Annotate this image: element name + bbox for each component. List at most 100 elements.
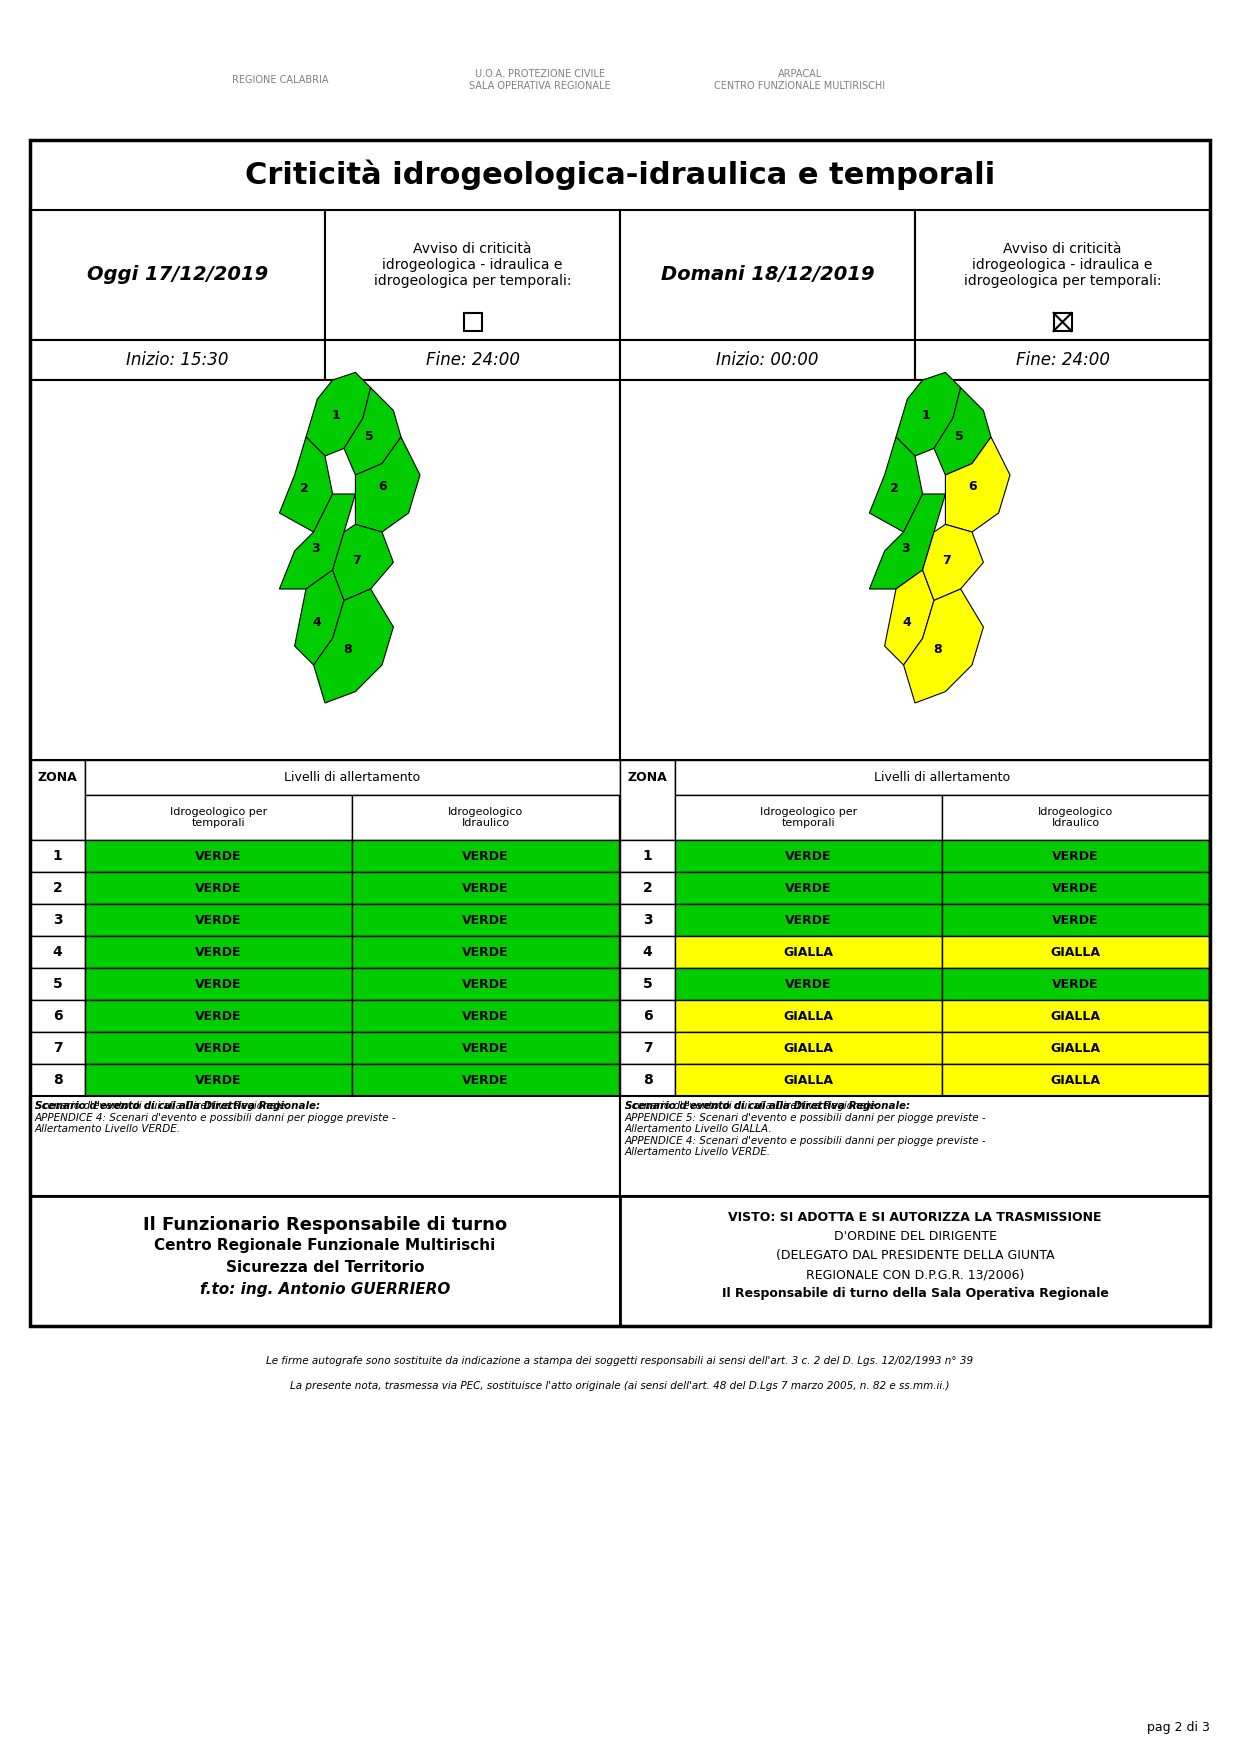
Bar: [30, 1000, 86, 1031]
Text: 8: 8: [52, 1073, 62, 1087]
Text: GIALLA: GIALLA: [784, 1073, 833, 1086]
Bar: [915, 210, 1210, 340]
Text: GIALLA: GIALLA: [1050, 1010, 1101, 1023]
Bar: [352, 968, 619, 1000]
Text: 4: 4: [52, 945, 62, 959]
Bar: [620, 759, 675, 840]
Bar: [1054, 312, 1071, 332]
Bar: [352, 872, 619, 903]
Bar: [86, 903, 352, 937]
Bar: [325, 210, 620, 340]
Text: Oggi 17/12/2019: Oggi 17/12/2019: [87, 265, 268, 284]
Text: 5: 5: [365, 430, 373, 442]
Bar: [942, 1000, 1209, 1031]
Text: VERDE: VERDE: [785, 882, 832, 895]
Polygon shape: [884, 570, 934, 665]
Text: 5: 5: [642, 977, 652, 991]
Text: 6: 6: [968, 481, 977, 493]
Text: Le firme autografe sono sostituite da indicazione a stampa dei soggetti responsa: Le firme autografe sono sostituite da in…: [267, 1356, 973, 1366]
Text: Scenario d'evento di cui alla Direttiva Regionale:: Scenario d'evento di cui alla Direttiva …: [625, 1102, 910, 1110]
Bar: [620, 1000, 675, 1031]
Polygon shape: [343, 388, 401, 475]
Bar: [942, 872, 1209, 903]
Text: Idrogeologico per
temporali: Idrogeologico per temporali: [170, 807, 267, 828]
Bar: [620, 1065, 675, 1096]
Text: (DELEGATO DAL PRESIDENTE DELLA GIUNTA: (DELEGATO DAL PRESIDENTE DELLA GIUNTA: [776, 1249, 1054, 1261]
Bar: [915, 340, 1210, 381]
Text: 6: 6: [642, 1009, 652, 1023]
Text: D'ORDINE DEL DIRIGENTE: D'ORDINE DEL DIRIGENTE: [833, 1230, 997, 1244]
Bar: [86, 840, 352, 872]
Text: Scenario d'evento di cui alla Direttiva Regionale:: Scenario d'evento di cui alla Direttiva …: [35, 1102, 320, 1110]
Bar: [942, 903, 1209, 937]
Polygon shape: [934, 388, 991, 475]
Text: Centro Regionale Funzionale Multirischi: Centro Regionale Funzionale Multirischi: [154, 1238, 496, 1252]
Bar: [30, 1031, 86, 1065]
Bar: [30, 872, 86, 903]
Bar: [620, 340, 915, 381]
Text: VERDE: VERDE: [1053, 849, 1099, 863]
Text: 6: 6: [378, 481, 387, 493]
Bar: [620, 1196, 1210, 1326]
Text: VERDE: VERDE: [463, 882, 508, 895]
Text: GIALLA: GIALLA: [1050, 945, 1101, 958]
Text: VERDE: VERDE: [463, 1010, 508, 1023]
Text: VERDE: VERDE: [463, 977, 508, 991]
Bar: [675, 937, 942, 968]
Text: VERDE: VERDE: [195, 882, 242, 895]
Text: GIALLA: GIALLA: [784, 945, 833, 958]
Bar: [352, 903, 619, 937]
Bar: [352, 795, 619, 840]
Polygon shape: [295, 570, 343, 665]
Bar: [620, 937, 675, 968]
Text: La presente nota, trasmessa via PEC, sostituisce l'atto originale (ai sensi dell: La presente nota, trasmessa via PEC, sos…: [290, 1380, 950, 1391]
Polygon shape: [904, 589, 983, 703]
Bar: [352, 1000, 619, 1031]
Text: 2: 2: [300, 482, 309, 495]
Text: f.to: ing. Antonio GUERRIERO: f.to: ing. Antonio GUERRIERO: [200, 1282, 450, 1296]
Text: VERDE: VERDE: [195, 849, 242, 863]
Bar: [86, 872, 352, 903]
Text: VERDE: VERDE: [785, 977, 832, 991]
Bar: [30, 903, 86, 937]
Polygon shape: [923, 524, 983, 600]
Text: Livelli di allertamento: Livelli di allertamento: [874, 772, 1011, 784]
Text: Inizio: 15:30: Inizio: 15:30: [126, 351, 228, 368]
Text: 4: 4: [642, 945, 652, 959]
Bar: [352, 840, 619, 872]
Polygon shape: [869, 437, 923, 531]
Text: VERDE: VERDE: [195, 1042, 242, 1054]
Text: 1: 1: [331, 409, 340, 421]
Text: VERDE: VERDE: [195, 945, 242, 958]
Text: Sicurezza del Territorio: Sicurezza del Territorio: [226, 1259, 424, 1275]
Text: 2: 2: [890, 482, 899, 495]
Bar: [620, 381, 1210, 759]
Polygon shape: [314, 589, 393, 703]
Bar: [86, 759, 620, 795]
Text: GIALLA: GIALLA: [1050, 1042, 1101, 1054]
Bar: [30, 840, 86, 872]
Bar: [86, 795, 352, 840]
Text: 1: 1: [642, 849, 652, 863]
Bar: [325, 340, 620, 381]
Bar: [86, 1000, 352, 1031]
Text: 1: 1: [52, 849, 62, 863]
Bar: [86, 1031, 352, 1065]
Text: Inizio: 00:00: Inizio: 00:00: [717, 351, 818, 368]
Bar: [620, 872, 675, 903]
Bar: [675, 903, 942, 937]
Text: Scenario d'evento di cui alla Direttiva Regionale:
APPENDICE 4: Scenari d'evento: Scenario d'evento di cui alla Direttiva …: [35, 1102, 397, 1135]
Text: 3: 3: [311, 542, 320, 556]
Bar: [30, 210, 325, 340]
Bar: [30, 1096, 620, 1196]
Text: 3: 3: [52, 914, 62, 928]
Text: VERDE: VERDE: [195, 1010, 242, 1023]
Text: VERDE: VERDE: [785, 849, 832, 863]
Text: 5: 5: [955, 430, 963, 442]
Bar: [620, 1031, 675, 1065]
Bar: [30, 140, 1210, 1326]
Polygon shape: [897, 372, 961, 456]
Bar: [675, 968, 942, 1000]
Bar: [30, 968, 86, 1000]
Text: Fine: 24:00: Fine: 24:00: [1016, 351, 1110, 368]
